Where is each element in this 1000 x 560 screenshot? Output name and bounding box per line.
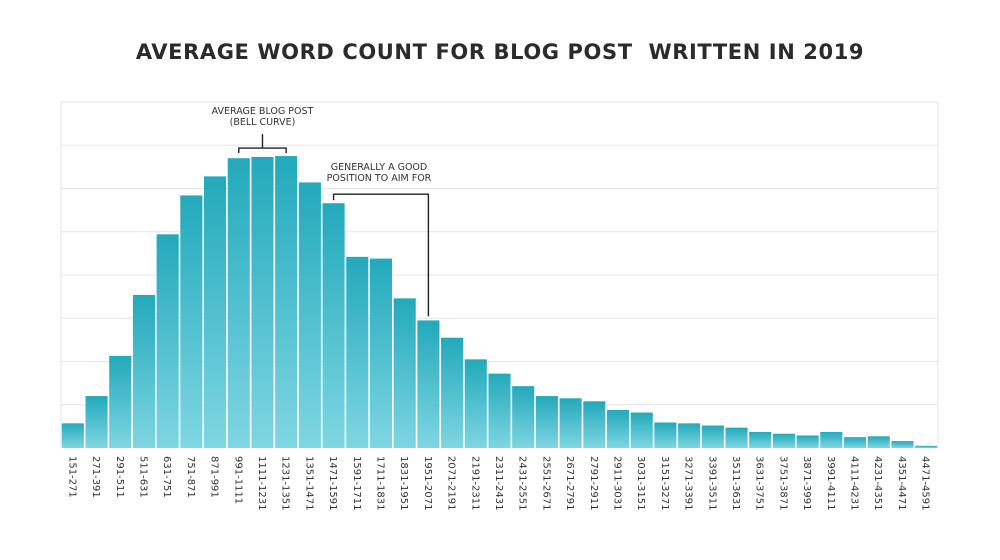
bar [275,156,298,448]
x-tick-label: 2671-2791 [564,456,575,511]
bar [393,298,416,448]
x-tick-label: 3031-3151 [635,456,646,511]
x-tick-label: 1951-2071 [422,456,433,511]
bar [204,176,227,448]
bar [441,337,464,448]
x-tick-label: 1351-1471 [303,456,314,511]
chart-title: AVERAGE WORD COUNT FOR BLOG POST WRITTEN… [135,40,865,64]
x-tick-label: 291-511 [114,456,125,498]
x-tick-label: 4351-4471 [896,456,907,511]
x-tick-label: 991-1111 [232,456,243,504]
bar [109,355,132,448]
bar [488,373,511,448]
annotation-label: GENERALLY A GOOD [331,162,427,173]
x-tick-label: 2791-2911 [588,456,599,511]
bar [559,398,582,448]
bar [820,431,843,448]
x-tick-label: 4111-4231 [849,456,860,511]
bar [796,435,819,448]
x-tick-label: 3271-3391 [683,456,694,511]
bar [725,427,748,448]
x-tick-label: 4231-4351 [872,456,883,511]
x-tick-label: 751-871 [185,456,196,498]
x-tick-label: 3631-3751 [754,456,765,511]
x-tick-label: 3751-3871 [777,456,788,511]
bar [132,294,156,448]
x-tick-label: 1831-1951 [398,456,409,511]
bar [606,409,630,448]
x-tick-labels: 151-271 271-391 291-511 511-631 631-751 751-8… [66,456,930,511]
bar [227,158,250,448]
bar [85,396,108,448]
annotation-layer: AVERAGE BLOG POST(BELL CURVE) GENERALLY A… [212,106,432,317]
annotation-label: AVERAGE BLOG POST [212,106,314,117]
x-tick-label: 1111-1231 [256,456,267,511]
bar [915,445,938,448]
bracket-average-blog-post [238,134,287,154]
x-tick-label: 3511-3631 [730,456,741,511]
x-tick-label: 1591-1711 [351,456,362,511]
x-tick-label: 4471-4591 [920,456,931,511]
bar-layer [61,156,938,449]
x-tick-label: 2431-2551 [517,456,528,511]
bar [891,441,914,448]
x-tick-label: 2071-2191 [446,456,457,511]
bar [156,234,179,448]
x-tick-label: 3391-3511 [706,456,717,511]
x-tick-label: 1231-1351 [280,456,291,511]
annotation-label: POSITION TO AIM FOR [327,173,432,184]
bracket-good-position [332,193,430,317]
x-tick-label: 3871-3991 [801,456,812,511]
bar [322,203,345,448]
x-tick-label: 271-391 [90,456,101,498]
x-tick-label: 3151-3271 [659,456,670,511]
annotation-label: (BELL CURVE) [230,117,296,128]
bar [701,425,724,448]
x-tick-label: 2311-2431 [493,456,504,511]
bar [417,320,440,448]
bar [251,156,274,449]
x-tick-label: 511-631 [137,456,148,498]
x-tick-label: 1711-1831 [374,456,385,511]
bar [512,386,535,448]
x-tick-label: 3991-4111 [825,456,836,511]
bar [654,422,677,448]
bar [61,423,84,448]
x-tick-label: 1471-1591 [327,456,338,511]
bar [535,396,558,448]
bar [630,412,653,448]
bar [583,401,606,448]
bar [867,436,890,448]
x-tick-label: 151-271 [66,456,77,498]
x-tick-label: 871-991 [209,456,220,498]
x-tick-label: 2551-2671 [540,456,551,511]
bar [369,258,393,448]
bar [346,256,369,448]
x-tick-label: 2191-2311 [469,456,480,511]
bar [678,423,701,448]
bar [464,359,487,448]
x-tick-label: 631-751 [161,456,172,498]
bar [772,433,795,448]
bar [749,431,772,448]
bar [843,437,867,448]
bar [298,182,321,448]
bar [180,195,203,448]
x-tick-label: 2911-3031 [612,456,623,511]
